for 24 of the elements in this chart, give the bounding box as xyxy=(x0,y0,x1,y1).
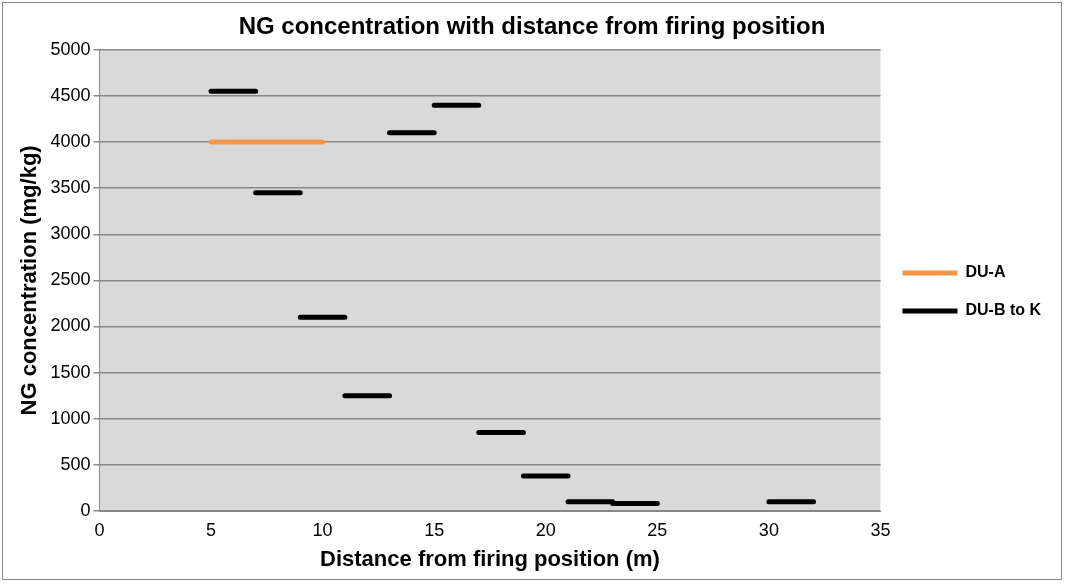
y-tick-label: 2500 xyxy=(50,269,91,290)
legend-label: DU-A xyxy=(965,263,1006,281)
x-tick-label: 15 xyxy=(424,519,445,540)
x-tick-label: 0 xyxy=(94,519,105,540)
y-tick-label: 4000 xyxy=(50,131,91,152)
y-axis-title: NG concentration (mg/kg) xyxy=(16,145,42,416)
y-tick-label: 500 xyxy=(60,453,91,474)
legend-label: DU-B to K xyxy=(965,301,1042,319)
x-tick-label: 10 xyxy=(312,519,333,540)
y-tick-label: 4500 xyxy=(50,84,91,105)
y-tick-label: 5000 xyxy=(50,38,91,59)
x-tick-label: 35 xyxy=(870,519,891,540)
x-tick-label: 25 xyxy=(647,519,668,540)
x-tick-label: 5 xyxy=(206,519,217,540)
y-tick-label: 1000 xyxy=(50,407,91,428)
y-tick-label: 3000 xyxy=(50,223,91,244)
y-tick-label: 0 xyxy=(80,499,91,520)
x-tick-label: 30 xyxy=(758,519,779,540)
y-tick-label: 1500 xyxy=(50,361,91,382)
x-tick-label: 20 xyxy=(535,519,556,540)
x-axis-title: Distance from firing position (m) xyxy=(320,545,660,571)
chart-title: NG concentration with distance from firing position xyxy=(238,12,826,40)
y-tick-label: 3500 xyxy=(50,177,91,198)
y-tick-label: 2000 xyxy=(50,315,91,336)
